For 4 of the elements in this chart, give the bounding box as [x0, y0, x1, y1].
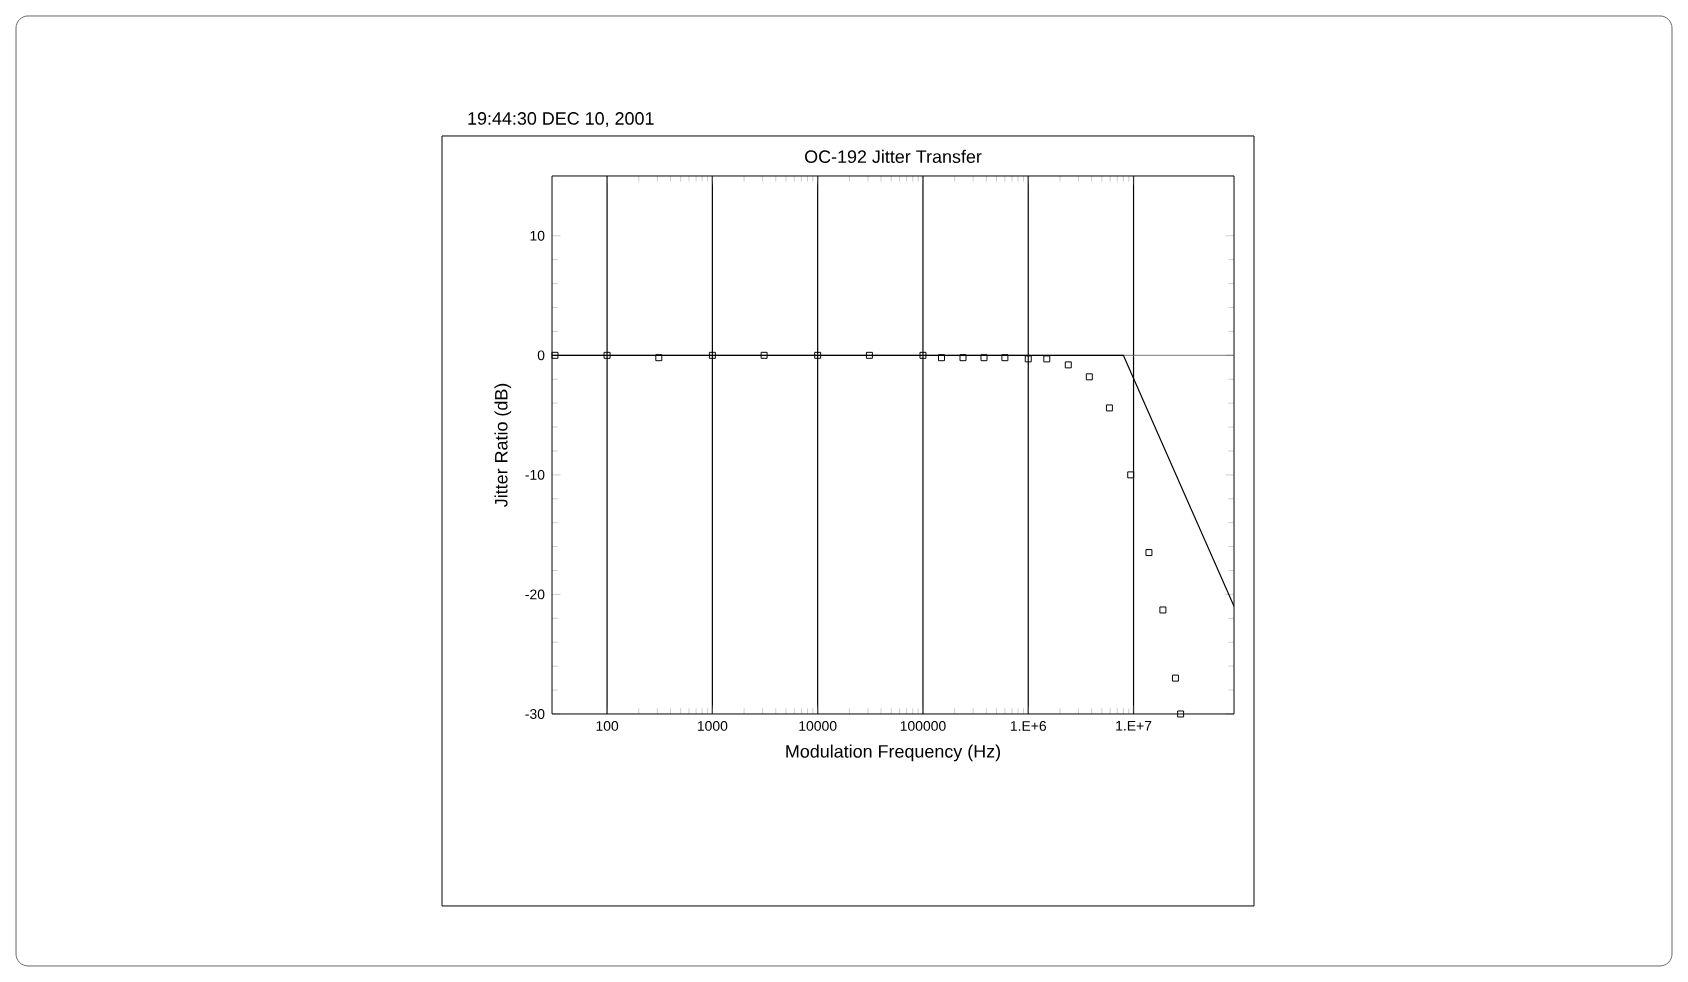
- chart-title: OC-192 Jitter Transfer: [805, 149, 982, 163]
- x-axis-title: Modulation Frequency (Hz): [786, 744, 1001, 762]
- y-axis-title: Jitter Ratio (dB): [494, 383, 512, 507]
- text: 19:44:30 DEC 10, 2001: [468, 112, 654, 127]
